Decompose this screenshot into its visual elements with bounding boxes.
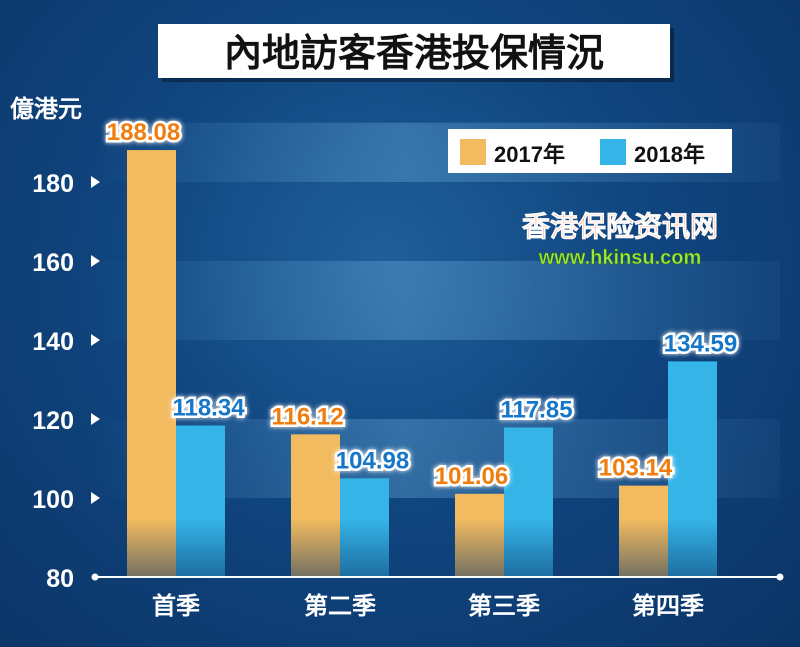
bar-shade-2017年-第二季 (291, 519, 340, 577)
data-label-2017年-第二季: 116.12 (271, 403, 343, 430)
bar-shade-2018年-第四季 (668, 519, 717, 577)
legend-swatch-2018 (600, 139, 626, 165)
x-axis-start-dot (91, 573, 99, 581)
background-band-1 (95, 261, 780, 340)
y-tick-marker-140 (91, 334, 100, 346)
legend-swatch-2017 (460, 139, 486, 165)
y-tick-label-180: 180 (32, 170, 74, 198)
y-tick-label-80: 80 (46, 565, 74, 593)
title-box (158, 24, 670, 78)
data-label-2018年-第二季: 104.98 (336, 447, 409, 474)
chart-title: 內地訪客香港投保情況 (224, 32, 604, 75)
y-tick-label-100: 100 (32, 486, 74, 514)
data-label-2017年-第四季: 103.14 (599, 455, 673, 482)
bar-shade-2018年-第三季 (504, 519, 553, 577)
data-label-2017年-第三季: 101.06 (435, 463, 508, 490)
watermark: 香港保险资讯网 www.hkinsu.com (522, 210, 719, 270)
bar-shade-2017年-第三季 (455, 519, 504, 577)
data-label-2018年-首季: 118.34 (172, 395, 245, 422)
watermark-line2: www.hkinsu.com (538, 247, 702, 269)
data-label-2018年-第三季: 117.85 (500, 396, 572, 423)
y-tick-label-140: 140 (32, 328, 74, 356)
x-tick-label-1: 第二季 (304, 592, 376, 620)
bar-shade-2017年-首季 (127, 519, 176, 577)
bar-shade-2018年-首季 (176, 519, 225, 577)
data-label-2018年-第四季: 134.59 (664, 330, 737, 357)
bar-shade-2017年-第四季 (619, 519, 668, 577)
y-tick-marker-100 (91, 492, 100, 504)
x-tick-label-2: 第三季 (468, 592, 540, 620)
y-tick-marker-180 (91, 176, 100, 188)
y-tick-label-120: 120 (32, 407, 74, 435)
y-axis-label: 億港元 (10, 95, 82, 123)
data-label-2017年-首季: 188.08 (107, 119, 180, 146)
bar-2017年-首季 (127, 150, 176, 578)
y-tick-marker-160 (91, 255, 100, 267)
x-tick-label-3: 第四季 (632, 592, 704, 620)
x-tick-label-0: 首季 (152, 592, 200, 620)
legend-label-2018: 2018年 (634, 142, 705, 167)
legend-label-2017: 2017年 (494, 142, 565, 167)
bar-shade-2018年-第二季 (340, 519, 389, 577)
y-tick-label-160: 160 (32, 249, 74, 277)
y-tick-marker-120 (91, 413, 100, 425)
watermark-line1: 香港保险资讯网 (522, 210, 718, 242)
x-axis-end-dot (776, 573, 784, 581)
legend: 2017年 2018年 (448, 129, 732, 173)
